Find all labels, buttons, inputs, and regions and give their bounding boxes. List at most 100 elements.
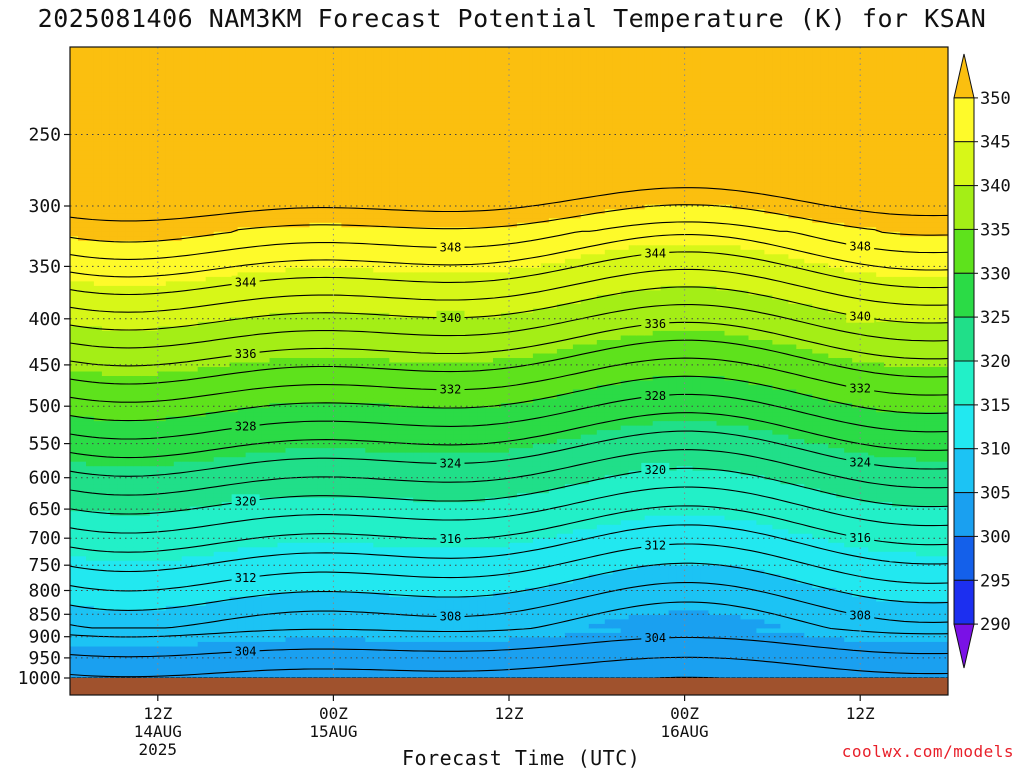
band-cell (309, 87, 319, 93)
band-cell (125, 628, 135, 634)
band-cell (78, 641, 87, 647)
band-cell (317, 47, 326, 53)
band-cell (78, 227, 87, 233)
band-cell (245, 673, 255, 678)
band-cell (109, 213, 119, 219)
band-cell (301, 321, 311, 327)
band-cell (317, 105, 326, 111)
band-cell (173, 443, 183, 449)
band-cell (221, 452, 231, 458)
band-cell (309, 272, 319, 278)
band-cell (317, 213, 326, 219)
band-cell (173, 132, 183, 138)
band-cell (109, 173, 119, 179)
band-cell (70, 74, 79, 80)
band-cell (181, 51, 191, 57)
band-cell (125, 398, 135, 404)
band-cell (157, 362, 167, 368)
band-cell (149, 110, 159, 116)
band-cell (109, 146, 119, 152)
band-cell (317, 434, 326, 440)
band-cell (117, 641, 127, 647)
band-cell (173, 182, 183, 188)
band-cell (149, 515, 159, 521)
band-cell (189, 623, 199, 629)
band-cell (101, 204, 111, 210)
band-cell (70, 132, 79, 138)
band-cell (245, 240, 255, 246)
band-cell (221, 466, 231, 472)
band-cell (253, 398, 263, 404)
band-cell (253, 524, 263, 530)
band-cell (133, 416, 143, 422)
band-cell (165, 515, 175, 521)
band-cell (117, 317, 127, 323)
band-cell (117, 56, 127, 62)
band-cell (349, 290, 358, 296)
band-cell (78, 123, 87, 129)
band-cell (285, 565, 295, 571)
band-cell (309, 173, 319, 179)
band-cell (253, 565, 263, 571)
band-cell (157, 83, 167, 89)
band-cell (78, 65, 87, 71)
band-cell (189, 285, 199, 291)
band-cell (221, 195, 231, 201)
band-cell (325, 497, 334, 503)
band-cell (149, 353, 159, 359)
band-cell (197, 105, 207, 111)
band-cell (165, 191, 175, 197)
band-cell (70, 65, 79, 71)
band-cell (221, 155, 231, 161)
band-cell (117, 186, 127, 192)
band-cell (253, 92, 263, 98)
band-cell (317, 565, 326, 571)
band-cell (253, 619, 263, 625)
band-cell (149, 660, 159, 666)
band-cell (109, 195, 119, 201)
band-cell (269, 105, 279, 111)
band-cell (197, 434, 207, 440)
band-cell (197, 623, 207, 629)
band-cell (341, 574, 350, 580)
band-cell (245, 376, 255, 382)
band-cell (285, 312, 295, 318)
band-cell (101, 412, 111, 418)
band-cell (333, 254, 342, 260)
band-cell (70, 186, 79, 192)
band-cell (117, 439, 127, 445)
band-cell (197, 614, 207, 620)
band-cell (261, 209, 271, 215)
band-cell (213, 177, 223, 183)
band-cell (261, 69, 271, 75)
band-cell (229, 114, 239, 120)
band-cell (293, 461, 303, 467)
band-cell (309, 394, 319, 400)
band-cell (93, 299, 103, 305)
band-cell (197, 515, 207, 521)
band-cell (205, 578, 215, 584)
band-cell (325, 551, 334, 557)
band-cell (245, 524, 255, 530)
band-cell (293, 168, 303, 174)
band-cell (125, 195, 135, 201)
band-cell (173, 542, 183, 548)
band-cell (285, 385, 295, 391)
band-cell (333, 299, 342, 305)
band-cell (70, 245, 79, 251)
band-cell (301, 403, 311, 409)
band-cell (341, 330, 350, 336)
band-cell (229, 200, 239, 206)
band-cell (213, 290, 223, 296)
band-cell (133, 349, 143, 355)
band-cell (205, 439, 215, 445)
band-cell (245, 146, 255, 152)
band-cell (333, 452, 342, 458)
band-cell (285, 403, 295, 409)
band-cell (253, 303, 263, 309)
band-cell (261, 137, 271, 143)
band-cell (301, 132, 311, 138)
band-cell (93, 281, 103, 287)
band-cell (341, 141, 350, 147)
band-cell (261, 123, 271, 129)
